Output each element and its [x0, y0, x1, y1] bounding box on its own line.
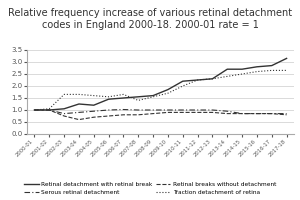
- Text: Relative frequency increase of various retinal detachment
codes in England 2000-: Relative frequency increase of various r…: [8, 8, 292, 30]
- Legend: Retinal detachment with retinal break, Serous retinal detachment, Retinal breaks: Retinal detachment with retinal break, S…: [22, 179, 278, 197]
